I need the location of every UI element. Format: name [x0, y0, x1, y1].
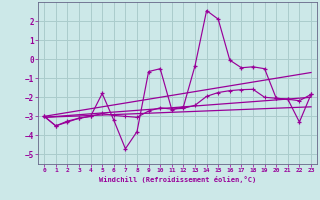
X-axis label: Windchill (Refroidissement éolien,°C): Windchill (Refroidissement éolien,°C)	[99, 176, 256, 183]
